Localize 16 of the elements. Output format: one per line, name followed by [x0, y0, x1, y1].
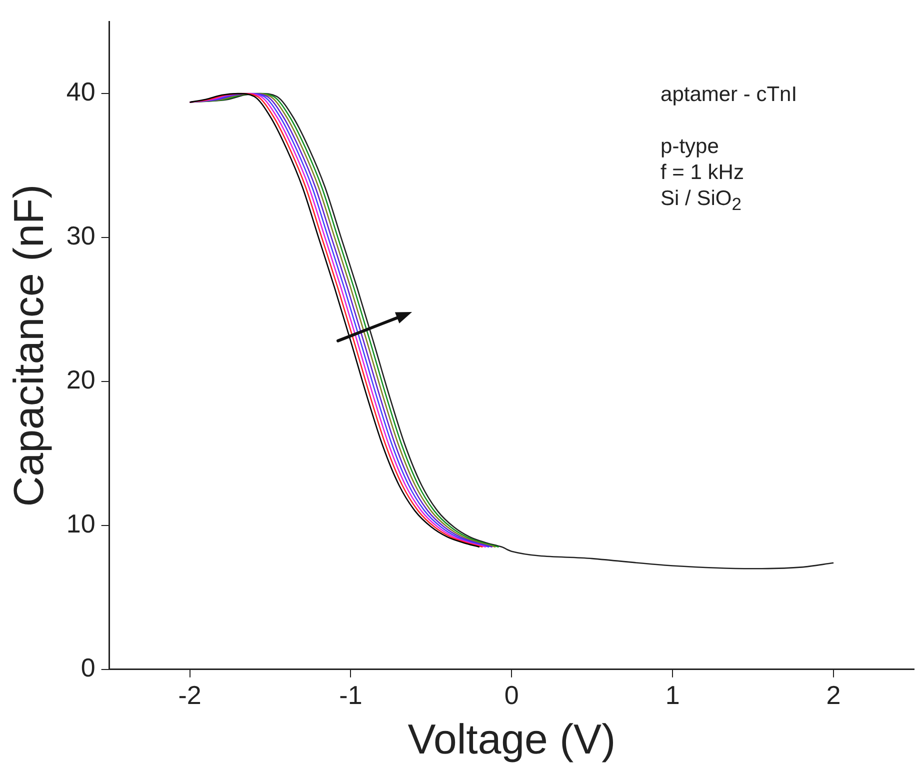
x-axis-title: Voltage (V) [408, 715, 616, 762]
y-axis-title: Capacitance (nF) [4, 184, 52, 507]
annotation: Si / SiO$_{2}$ [660, 186, 742, 216]
y-tick-label: 0 [80, 652, 96, 683]
x-tick-label: 0 [504, 680, 519, 710]
annotation: f = 1 kHz [660, 160, 745, 186]
annotation: aptamer - cTnI [660, 82, 798, 108]
x-tick-label: 1 [665, 680, 680, 710]
annotation: p-type [660, 134, 720, 160]
y-tick-label: 40 [66, 76, 96, 107]
x-tick-label: 2 [826, 680, 841, 710]
y-tick-label: 10 [66, 508, 96, 539]
x-tick-label: -1 [339, 680, 362, 710]
x-tick-label: -2 [178, 680, 202, 710]
y-tick-label: 20 [66, 364, 96, 395]
y-tick-label: 30 [66, 220, 96, 251]
